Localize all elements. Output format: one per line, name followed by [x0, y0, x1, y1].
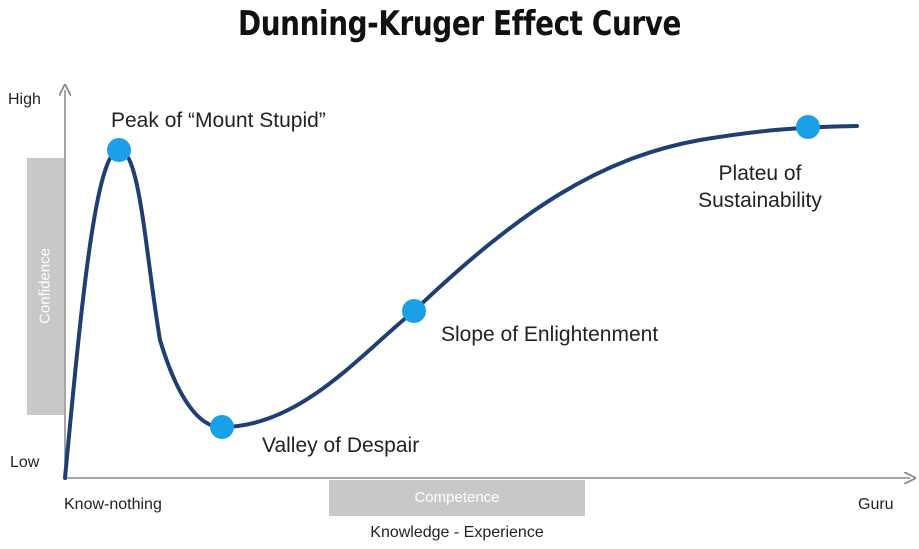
- competence-label: Competence: [414, 489, 500, 506]
- competence-bar: [329, 480, 585, 516]
- x-axis-end-label: Guru: [858, 496, 894, 513]
- slope-label: Slope of Enlightenment: [441, 323, 659, 346]
- plateau-label-line1: Plateu of: [718, 162, 802, 185]
- peak-label: Peak of “Mount Stupid”: [111, 109, 326, 132]
- valley-label: Valley of Despair: [262, 434, 420, 457]
- x-axis-title: Knowledge - Experience: [370, 524, 544, 541]
- confidence-bar: [27, 158, 64, 415]
- y-axis-low-label: Low: [10, 454, 40, 471]
- slope-marker: [402, 299, 426, 323]
- confidence-label: Confidence: [36, 248, 54, 324]
- valley-marker: [210, 415, 234, 439]
- plateau-marker: [796, 115, 820, 139]
- plateau-label: Plateu of Sustainability: [690, 160, 830, 214]
- x-axis-start-label: Know-nothing: [64, 496, 162, 513]
- peak-marker: [107, 138, 131, 162]
- diagram-title: Dunning-Kruger Effect Curve: [237, 4, 681, 44]
- y-axis-high-label: High: [8, 91, 41, 108]
- plateau-label-line2: Sustainability: [698, 189, 822, 212]
